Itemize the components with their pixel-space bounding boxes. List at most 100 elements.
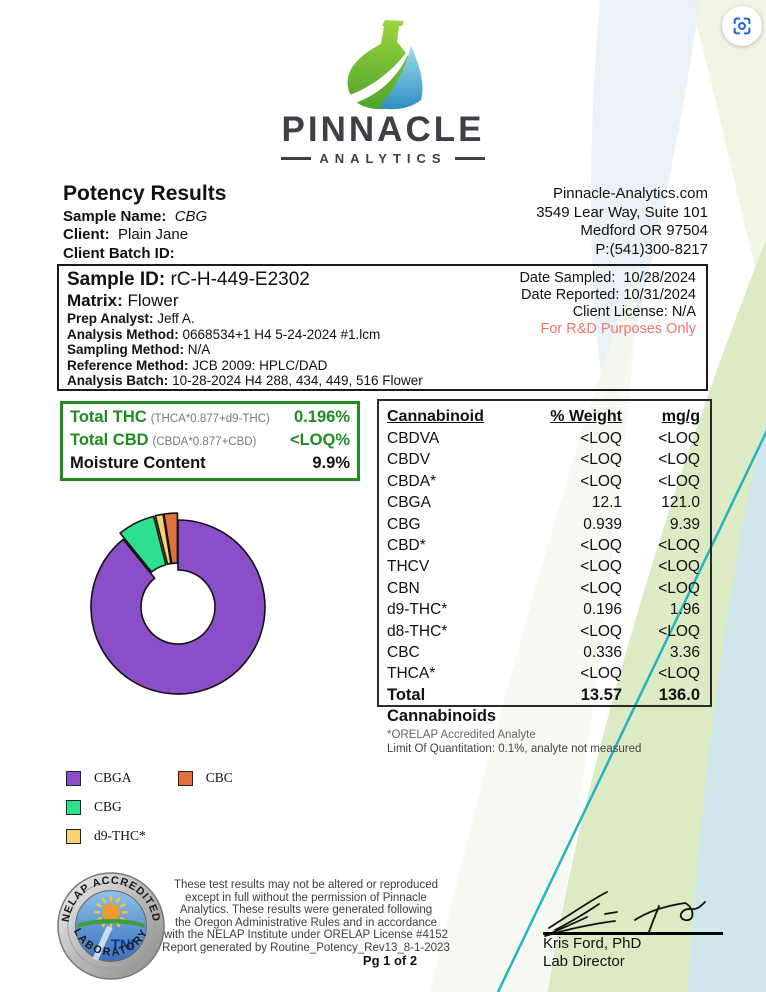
summary-value: 9.9% [312,454,350,472]
summary-formula: (THCA*0.877+d9-THC) [150,413,270,425]
table-row: CBG 0.939 9.39 [387,514,700,535]
company-address2: Medford OR 97504 [580,222,708,239]
reference-method-value: JCB 2009: HPLC/DAD [192,357,328,373]
legend-swatch [66,828,81,844]
title-block: Potency Results Sample Name: CBG Client:… [63,182,226,262]
legend-item: CBGA [66,770,146,786]
table-cell: CBN [387,579,420,597]
table-row: THCV <LOQ <LOQ [387,556,700,577]
header-weight: % Weight [550,408,622,425]
table-cell: d9-THC* [387,601,448,619]
legend-item: d9-THC* [66,828,146,844]
date-sampled-line: Date Sampled: 10/28/2024 [519,270,696,287]
client-batch-label: Client Batch ID: [63,244,175,262]
table-cell: 3.36 [669,644,700,662]
disclaimer-text: These test results may not be altered or… [152,879,460,955]
summary-row: Moisture Content 9.9% [70,453,350,474]
analysis-method-label: Analysis Method: [67,326,179,342]
sample-id-value: rC-H-449-E2302 [170,269,310,290]
cannabinoid-donut-chart [90,512,266,695]
table-cell: 0.939 [583,515,622,533]
summary-value: <LOQ% [289,431,350,449]
company-address1: 3549 Lear Way, Suite 101 [536,203,708,221]
table-row: CBC 0.336 3.36 [387,642,700,663]
analysis-batch-label: Analysis Batch: [67,373,169,388]
table-cell: CBDA* [387,472,437,490]
table-cell: 9.39 [669,515,700,533]
analysis-method-value: 0668534+1 H4 5-24-2024 #1.lcm [182,326,381,342]
page-number-label: Pg 1 of 2 [362,953,418,968]
table-cell: <LOQ [580,579,622,597]
reference-method-label: Reference Method: [67,357,189,373]
logo-wordmark: PINNACLE [281,110,485,149]
total-label: Total Cannabinoids [387,685,497,726]
sampling-method-line: Sampling Method: N/A [67,342,423,358]
header-cannabinoid: Cannabinoid [387,408,484,425]
seal-sun [102,903,120,922]
signer-title: Lab Director [543,952,625,970]
sampling-method-label: Sampling Method: [67,342,184,357]
table-cell: CBDVA [387,430,440,447]
prep-analyst-value: Jeff A. [157,311,195,326]
legend-label: CBG [94,799,122,814]
date-sampled-label: Date Sampled: [519,270,616,286]
table-row: d8-THC* <LOQ <LOQ [387,621,700,642]
donut-slice-CBGA [90,519,266,695]
table-cell: d8-THC* [387,622,448,640]
logo-rule-right [454,157,485,160]
summary-formula: (CBDA*0.877+CBD) [152,436,257,448]
disclaimer-line: the Oregon Administrative Rules and in a… [174,916,438,929]
signature-line [543,932,723,935]
table-cell: <LOQ [580,451,622,469]
client-batch-line: Client Batch ID: [63,245,226,262]
sample-info-left: Sample ID: rC-H-449-E2302 Matrix: Flower… [67,269,423,389]
summary-row: Total CBD (CBDA*0.877+CBD) <LOQ% [70,430,350,453]
logo-subtitle: ANALYTICS [319,151,447,166]
sample-info-box: Sample ID: rC-H-449-E2302 Matrix: Flower… [57,264,708,391]
summary-row: Total THC (THCA*0.877+d9-THC) 0.196% [70,407,350,430]
table-cell: <LOQ [658,622,700,640]
table-row: CBDVA <LOQ <LOQ [387,428,700,449]
header-mgg: mg/g [661,408,700,425]
table-row: CBDA* <LOQ <LOQ [387,471,700,492]
chart-legend: CBGA CBG d9-THC* CBC [66,770,233,844]
table-cell: <LOQ [658,558,700,576]
table-cell: <LOQ [580,558,622,576]
screen-capture-button[interactable] [722,6,762,46]
cannabinoid-table: Cannabinoid % Weight mg/g CBDVA <LOQ <LOQ C… [377,399,712,755]
date-reported-label: Date Reported: [521,287,620,303]
donut-slice-CBG [119,515,167,573]
sample-name-value: CBG [174,207,208,225]
sample-id-label: Sample ID: [67,269,166,290]
table-cell: THCA* [387,665,436,683]
summary-value: 0.196% [294,408,350,426]
table-cell: <LOQ [580,665,622,683]
seal-tni-text: TNI [111,938,135,954]
table-cell: 121.0 [661,494,700,512]
potency-summary-box: Total THC (THCA*0.877+d9-THC) 0.196% Total … [60,401,360,481]
legend-swatch [177,770,193,786]
logo-subtitle-row: ANALYTICS [272,151,494,166]
client-license-line: Client License: N/A [519,304,696,321]
client-license-label: Client License: [572,304,668,320]
table-cell: CBDV [387,451,431,469]
page-title: Potency Results [63,182,227,205]
prep-analyst-line: Prep Analyst: Jeff A. [67,311,423,327]
disclaimer-line: with the NELAP Institute under ORELAP Li… [163,929,449,942]
table-cell: <LOQ [658,665,700,683]
table-footnote-loq: Limit Of Quantitation: 0.1%, analyte not… [387,742,642,755]
table-row: CBD* <LOQ <LOQ [387,535,700,556]
sample-info-right: Date Sampled: 10/28/2024 Date Reported: … [519,270,696,338]
donut-slice-CBC [163,512,179,565]
nelap-accredited-seal: TNI NELAP ACCREDITED LABORATORY [57,872,165,980]
company-block: Pinnacle-Analytics.com 3549 Lear Way, Su… [536,185,708,259]
table-header-row: Cannabinoid % Weight mg/g [387,405,700,428]
prep-analyst-label: Prep Analyst: [67,311,154,326]
legend-item: CBC [177,770,233,786]
disclaimer-line: except in full without the permission of… [185,891,427,904]
table-row: d9-THC* 0.196 1.96 [387,599,700,620]
legend-label: CBC [205,770,233,785]
client-value: Plain Jane [118,226,189,243]
total-mgg: 136.0 [658,685,700,704]
table-cell: CBD* [387,537,426,555]
